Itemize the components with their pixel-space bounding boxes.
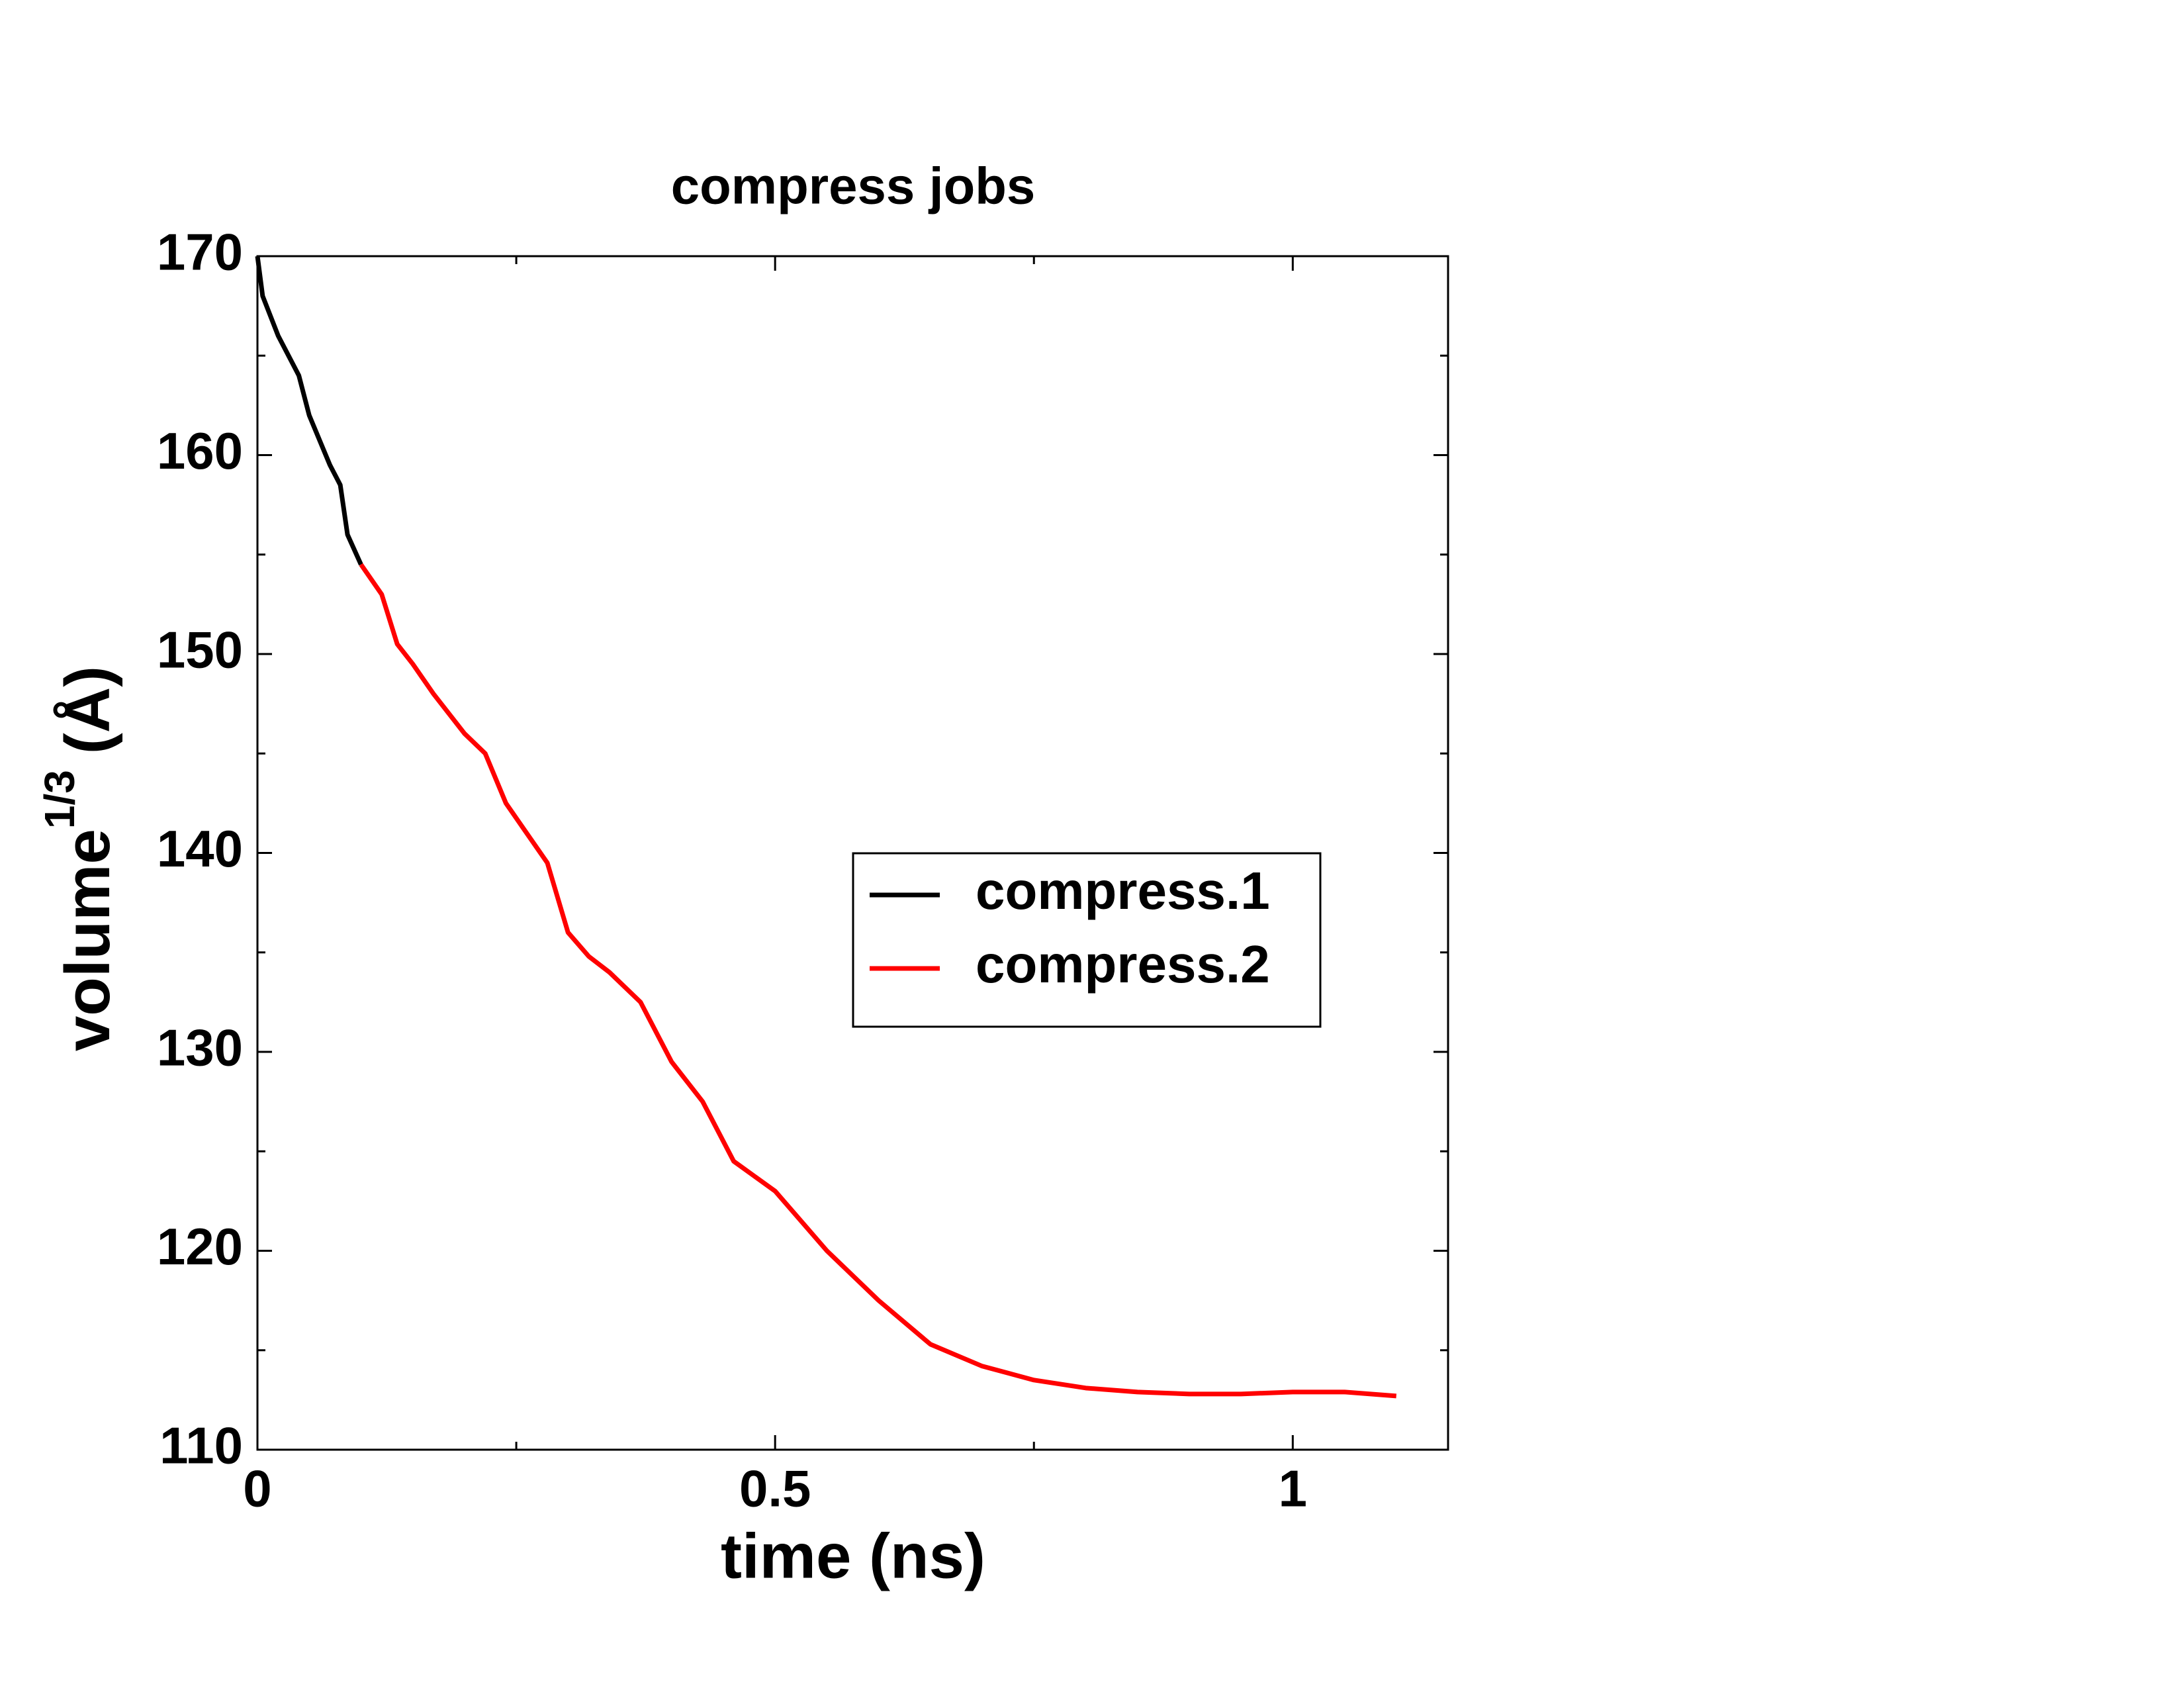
y-label-unit: (Å) <box>52 666 123 754</box>
y-tick-label: 140 <box>157 820 243 878</box>
y-axis-label: volume1/3 (Å) <box>36 666 123 1051</box>
legend-box <box>852 852 1322 1028</box>
y-tick-label: 150 <box>157 621 243 679</box>
y-label-text: volume <box>52 829 123 1051</box>
y-tick-label: 170 <box>157 223 243 281</box>
x-tick-label: 1 <box>1279 1460 1307 1518</box>
legend-label: compress.1 <box>976 861 1270 920</box>
x-axis-label: time (ns) <box>721 1521 985 1591</box>
y-tick-label: 120 <box>157 1217 243 1276</box>
data-line <box>255 256 363 566</box>
y-label-sup: 1/3 <box>36 770 83 829</box>
data-line <box>359 563 1397 1399</box>
x-tick-label: 0.5 <box>739 1460 811 1518</box>
x-tick-label: 0 <box>243 1460 271 1518</box>
y-tick-label: 130 <box>157 1019 243 1077</box>
legend-label: compress.2 <box>976 935 1270 994</box>
y-tick-label: 160 <box>157 422 243 480</box>
chart-title: compress jobs <box>671 157 1036 215</box>
y-tick-label: 110 <box>159 1417 243 1475</box>
plot-frame <box>256 255 1449 1451</box>
